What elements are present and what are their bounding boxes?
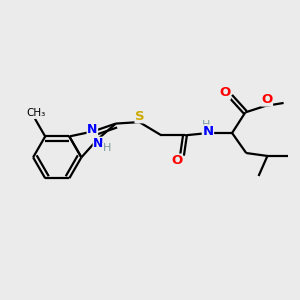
Text: N: N — [93, 137, 103, 150]
Text: H: H — [103, 143, 111, 153]
Text: O: O — [219, 86, 230, 99]
Text: N: N — [202, 125, 214, 138]
Text: O: O — [261, 93, 272, 106]
Text: CH₃: CH₃ — [26, 108, 45, 118]
Text: S: S — [135, 110, 145, 123]
Text: H: H — [201, 120, 210, 130]
Text: N: N — [87, 124, 98, 136]
Text: O: O — [171, 154, 182, 167]
